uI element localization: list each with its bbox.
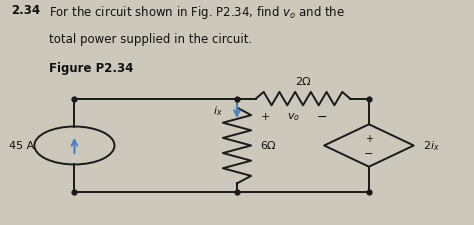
Text: 2.34: 2.34 — [11, 4, 40, 17]
Text: $i_x$: $i_x$ — [213, 104, 223, 117]
Text: For the circuit shown in Fig. P2.34, find $v_o$ and the: For the circuit shown in Fig. P2.34, fin… — [48, 4, 345, 20]
Text: 2$i_x$: 2$i_x$ — [423, 139, 440, 153]
Text: +: + — [365, 133, 373, 143]
Text: −: − — [317, 110, 327, 124]
Text: total power supplied in the circuit.: total power supplied in the circuit. — [48, 32, 252, 45]
Text: 2Ω: 2Ω — [295, 77, 311, 87]
Text: 45 A: 45 A — [9, 141, 35, 151]
Text: $v_o$: $v_o$ — [287, 111, 300, 123]
Text: 6Ω: 6Ω — [261, 141, 276, 151]
Text: −: − — [364, 148, 374, 158]
Text: +: + — [261, 112, 270, 122]
Text: Figure P2.34: Figure P2.34 — [48, 61, 133, 74]
